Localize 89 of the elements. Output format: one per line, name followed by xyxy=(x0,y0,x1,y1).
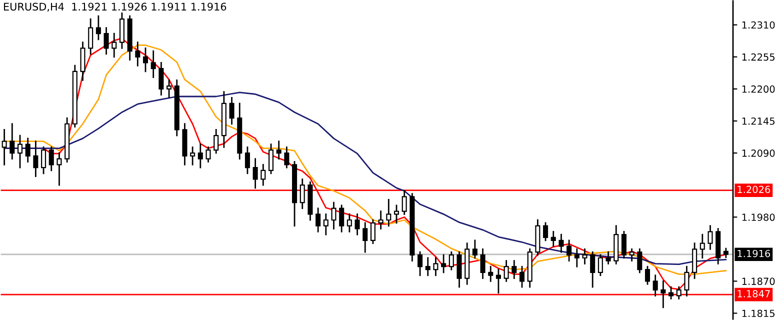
candlestick xyxy=(418,251,423,276)
candlestick xyxy=(684,266,690,296)
candlestick xyxy=(394,204,400,224)
y-tick-label: 1.2145 xyxy=(742,117,775,125)
candlestick xyxy=(700,234,705,259)
candlestick xyxy=(496,268,501,294)
candlestick xyxy=(104,27,109,55)
candlestick xyxy=(370,219,376,244)
candlestick xyxy=(676,286,682,300)
candlestick xyxy=(441,254,446,274)
candlestick xyxy=(488,266,494,282)
candlestick xyxy=(25,138,30,162)
candlestick xyxy=(354,213,360,236)
candlestick xyxy=(214,129,219,154)
candlestick xyxy=(166,79,172,98)
candlestick xyxy=(331,202,336,230)
candlestick xyxy=(339,204,344,232)
candlestick xyxy=(56,152,62,186)
candlestick xyxy=(10,123,15,160)
candlestick xyxy=(316,208,321,232)
candlestick xyxy=(566,240,572,262)
candlestick xyxy=(519,266,525,288)
candlestick xyxy=(644,266,650,285)
ref-line-label: 1.1916 xyxy=(738,250,770,258)
candlestick xyxy=(574,248,580,268)
candlestick xyxy=(119,12,124,49)
y-tick-label: 1.2200 xyxy=(742,85,775,93)
candlestick xyxy=(582,248,588,264)
candlestick xyxy=(17,134,23,168)
candlestick xyxy=(48,146,54,172)
y-tick-label: 1.2090 xyxy=(742,149,775,157)
candlestick xyxy=(692,242,698,279)
candlestick xyxy=(590,251,596,288)
candlestick xyxy=(606,251,611,264)
candlestick xyxy=(433,257,438,276)
y-tick-label: 1.2310 xyxy=(742,21,775,29)
candlestick xyxy=(652,274,658,296)
candlestick xyxy=(260,164,266,186)
candlestick xyxy=(206,146,211,162)
candlestick xyxy=(362,222,368,253)
candlestick xyxy=(504,260,509,282)
candlestick xyxy=(543,222,548,242)
ref-line-label: 1.2026 xyxy=(738,186,770,194)
candlestick xyxy=(158,62,164,96)
candlestick xyxy=(41,146,46,174)
chart-title: EURUSD,H4 1.1921 1.1926 1.1911 1.1916 xyxy=(4,2,226,12)
candlestick xyxy=(80,42,86,81)
y-tick-label: 1.1980 xyxy=(742,214,775,221)
candlestick xyxy=(323,213,328,236)
candlestick xyxy=(598,254,603,276)
candlestick xyxy=(135,42,140,66)
y-tick-label: 1.1815 xyxy=(742,310,775,318)
candlestick xyxy=(668,286,674,300)
candlestick xyxy=(386,198,392,227)
candlestick xyxy=(448,251,454,270)
candlestick xyxy=(96,15,101,40)
candlestick xyxy=(512,260,517,279)
candlestick xyxy=(33,140,38,178)
ref-line-label: 1.1847 xyxy=(738,290,770,298)
candlestick xyxy=(190,146,196,166)
candlestick xyxy=(378,210,384,230)
y-tick-label: 1.1870 xyxy=(742,278,775,286)
candlestick xyxy=(637,248,642,274)
candlestick xyxy=(472,240,478,259)
candlestick xyxy=(621,230,626,259)
candlestick xyxy=(708,225,713,250)
candlestick xyxy=(268,144,274,174)
candlestick xyxy=(150,50,156,78)
candlestick xyxy=(244,146,250,174)
y-tick-label: 1.2255 xyxy=(742,53,775,61)
candlestick xyxy=(300,178,305,210)
candlestick xyxy=(425,257,430,276)
candlestick xyxy=(2,129,7,166)
candlestick xyxy=(252,158,258,189)
candlestick xyxy=(276,140,282,160)
candlestick xyxy=(660,280,666,308)
candlestick xyxy=(629,248,634,262)
candlestick xyxy=(229,96,234,125)
candlestick xyxy=(88,18,94,55)
candlestick xyxy=(558,234,564,253)
candlestick xyxy=(284,146,290,168)
candlestick xyxy=(402,190,407,215)
candlestick xyxy=(550,230,556,247)
candlestick xyxy=(346,213,352,232)
candlestick xyxy=(456,251,462,288)
candlestick xyxy=(112,32,117,58)
candlestick xyxy=(198,144,203,168)
candlestick xyxy=(480,248,486,279)
candlestick xyxy=(142,47,148,72)
